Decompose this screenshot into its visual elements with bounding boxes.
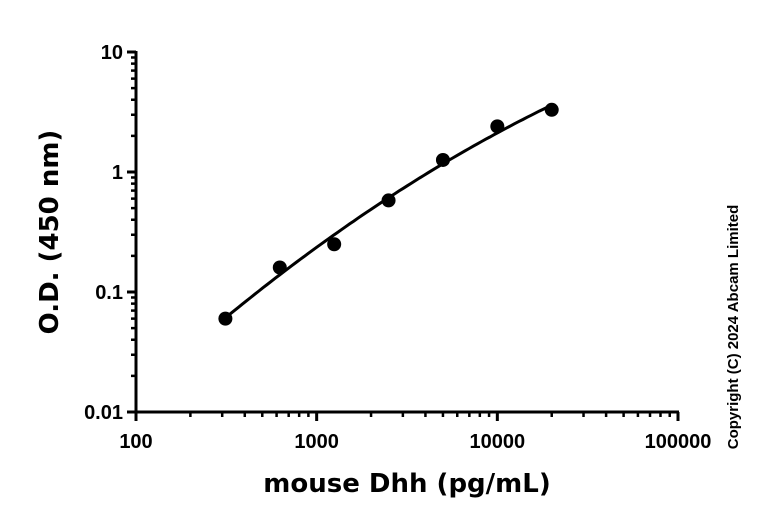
x-tick-label: 100	[119, 431, 152, 453]
data-point	[544, 102, 559, 117]
y-axis: 10 1 0.1 0.01	[84, 42, 138, 424]
x-tick-label: 10000	[470, 431, 526, 453]
data-point	[490, 119, 505, 134]
copyright-notice: Copyright (C) 2024 Abcam Limited	[725, 205, 742, 449]
x-axis-title: mouse Dhh (pg/mL)	[263, 469, 550, 499]
fit-curve	[220, 103, 553, 322]
y-axis-title: O.D. (450 nm)	[35, 130, 65, 335]
data-point	[381, 193, 396, 208]
x-tick-label: 1000	[294, 431, 339, 453]
y-tick-label: 0.01	[84, 402, 123, 424]
y-tick-label: 10	[101, 42, 123, 64]
x-tick-label: 100000	[645, 431, 712, 453]
y-tick-label: 0.1	[95, 282, 123, 304]
data-points	[218, 102, 559, 326]
y-tick-label: 1	[112, 162, 123, 184]
data-point	[272, 260, 287, 275]
fit-line	[220, 103, 553, 322]
data-point	[218, 311, 233, 326]
x-axis: 100 1000 10000 100000	[119, 410, 712, 453]
data-point	[435, 152, 450, 167]
data-point	[327, 237, 342, 252]
